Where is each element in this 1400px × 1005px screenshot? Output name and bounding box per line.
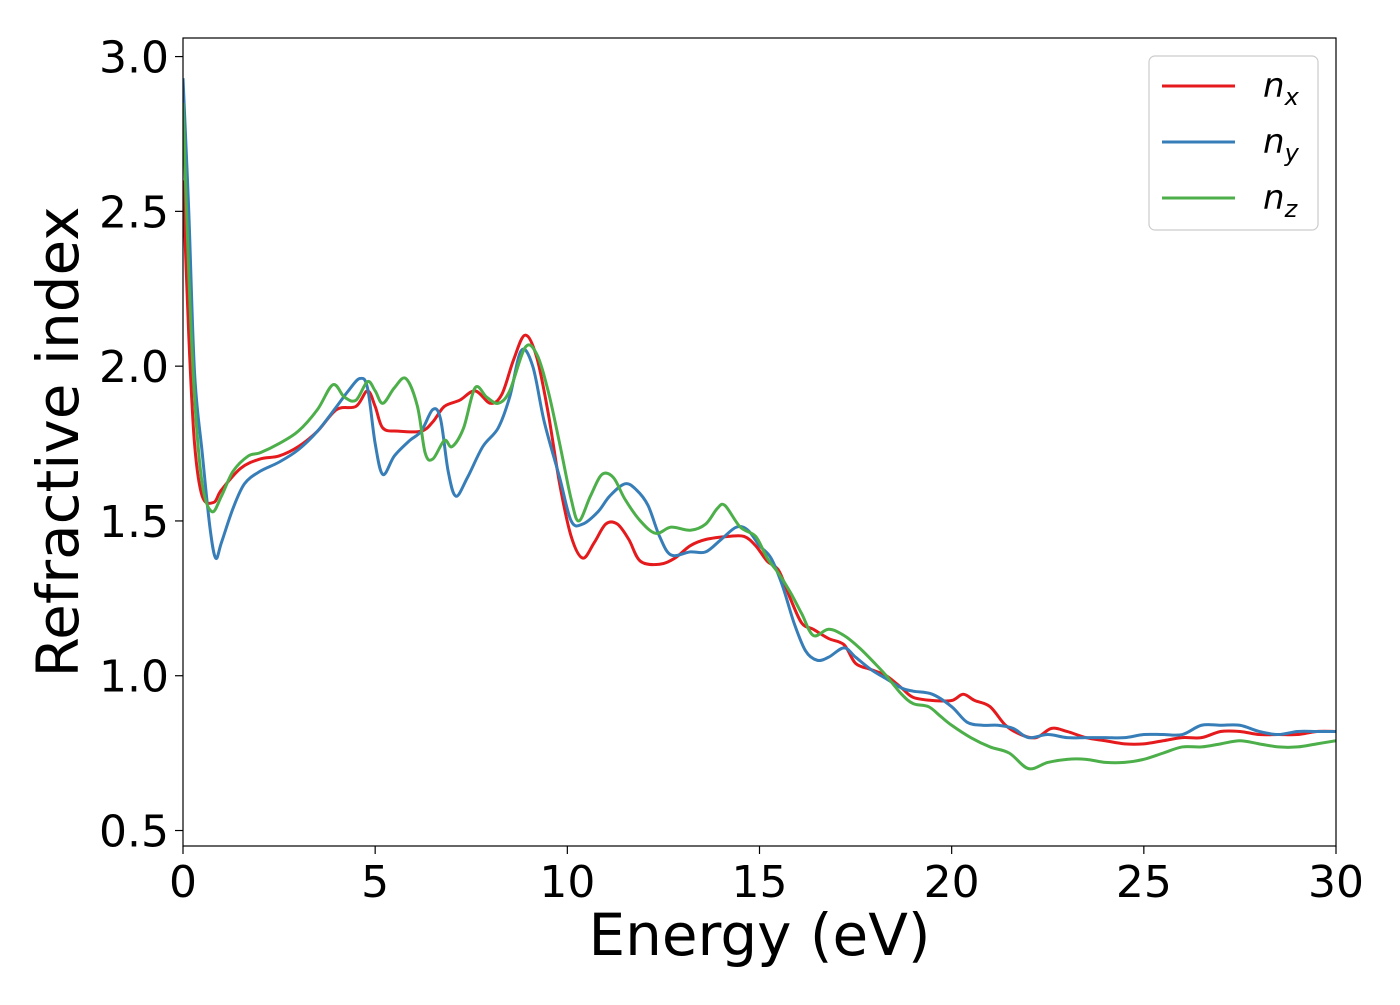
series-line-n-y	[183, 78, 1336, 740]
series-line-n-z	[183, 102, 1336, 771]
x-tick-label: 25	[1116, 857, 1172, 908]
legend-label: ny	[1263, 122, 1300, 167]
series-layer	[183, 78, 1336, 771]
y-tick-label: 2.5	[99, 187, 169, 238]
x-axis-label: Energy (eV)	[588, 901, 930, 969]
y-axis-label: Refractive index	[24, 206, 92, 677]
x-tick-label: 15	[732, 857, 788, 908]
y-tick-label: 3.0	[99, 33, 169, 84]
y-tick-label: 0.5	[99, 807, 169, 858]
legend-label: nx	[1263, 66, 1300, 111]
x-tick-label: 10	[539, 857, 595, 908]
legend-label: nz	[1263, 178, 1299, 223]
y-tick-label: 2.0	[99, 342, 169, 393]
x-axis-ticks: 0 5 10 15 20 25 30	[169, 846, 1364, 908]
x-tick-label: 5	[361, 857, 389, 908]
x-tick-label: 20	[924, 857, 980, 908]
y-tick-label: 1.5	[99, 497, 169, 548]
y-tick-label: 1.0	[99, 652, 169, 703]
y-axis-ticks: 0.5 1.0 1.5 2.0 2.5 3.0	[99, 33, 183, 858]
x-tick-label: 30	[1308, 857, 1364, 908]
x-tick-label: 0	[169, 857, 197, 908]
legend: nx ny nz	[1148, 55, 1319, 231]
